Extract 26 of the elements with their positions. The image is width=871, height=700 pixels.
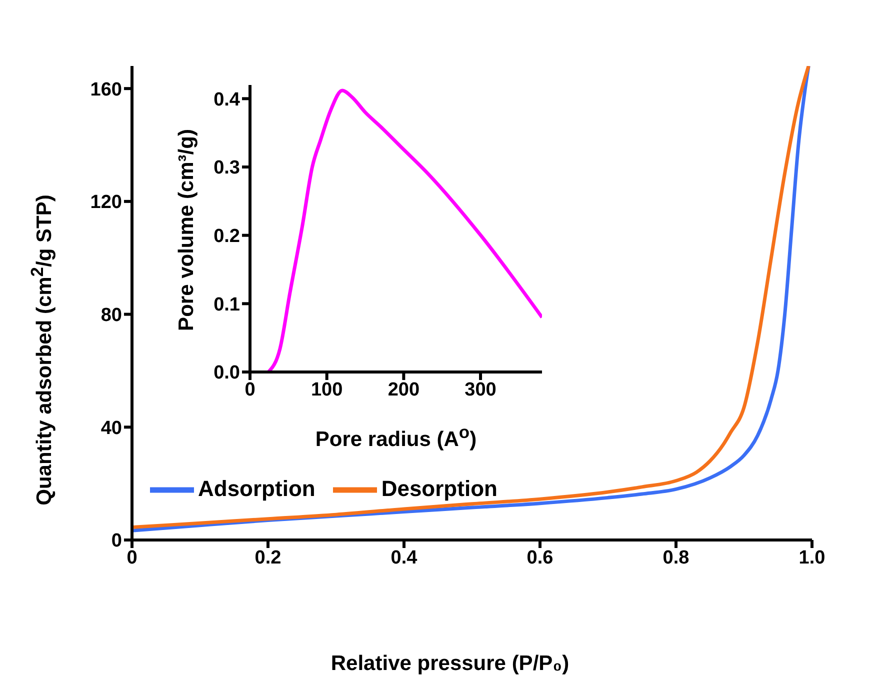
x-tick-label: 0.8 [662,547,690,568]
legend-label: Adsorption [198,476,316,501]
y-tick-label: 160 [90,79,122,100]
y-tick-label: 0.3 [214,158,240,179]
x-tick-label: 0.2 [254,547,282,568]
y-tick-label: 0.4 [214,89,240,110]
y-axis-title: Pore volume (cm³/g) [175,129,199,331]
x-tick-label: 0 [244,379,256,400]
x-tick-label: 1.0 [798,547,826,568]
x-tick-label: 0.6 [526,547,554,568]
x-tick-label: 200 [388,379,420,400]
legend-label: Desorption [381,476,498,501]
y-tick-label: 80 [100,305,122,326]
x-tick-label: 100 [310,379,343,400]
x-axis-title: Relative pressure (P/P₀) [330,652,570,676]
line-series [266,88,542,372]
y-tick-label: 40 [100,418,122,439]
y-tick-label: 0.1 [214,294,240,316]
x-tick-label: 0 [126,547,138,568]
x-tick-label: 0.4 [390,547,418,568]
y-tick-label: 0.0 [214,362,240,384]
x-axis-title: Pore radius (A$^{o}$) [315,422,477,452]
y-tick-label: 0.2 [214,226,240,248]
y-tick-label: 0 [111,530,122,552]
y-tick-label: 120 [90,192,122,214]
x-tick-label: 300 [464,379,496,400]
